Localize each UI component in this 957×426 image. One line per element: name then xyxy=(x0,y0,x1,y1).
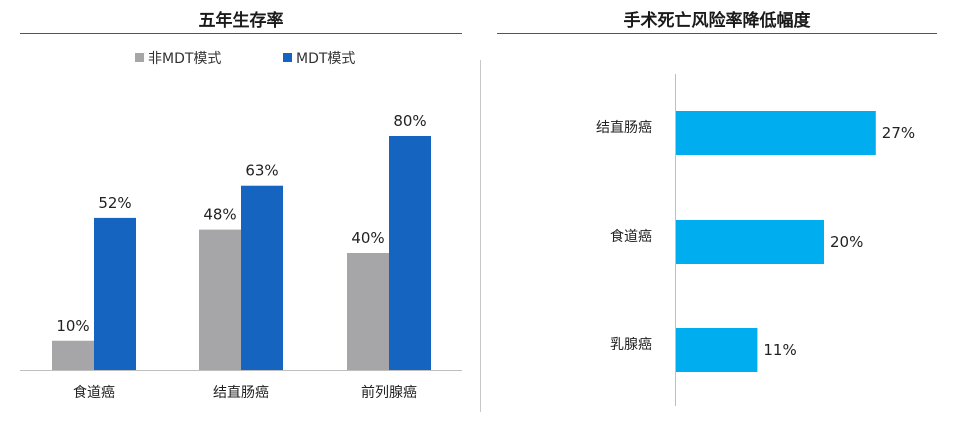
y-tick-label-1: 食道癌 xyxy=(610,228,652,245)
x-tick-label-2: 前列腺癌 xyxy=(361,384,417,401)
left-title-rule xyxy=(20,33,462,34)
hbar-data-label-2: 11% xyxy=(763,341,796,359)
bar-non-mdt-2 xyxy=(347,253,389,370)
hbar-1 xyxy=(676,220,824,264)
x-tick-label-0: 食道癌 xyxy=(73,384,115,401)
bar-non-mdt-0 xyxy=(52,340,94,370)
bar-non-mdt-1 xyxy=(199,229,241,370)
y-tick-label-2: 乳腺癌 xyxy=(610,337,652,353)
bar-mdt-1 xyxy=(241,185,283,370)
x-tick-label-1: 结直肠癌 xyxy=(213,384,269,401)
legend-swatch-non-mdt xyxy=(135,53,144,62)
hbar-data-label-0: 27% xyxy=(882,124,915,142)
hbar-0 xyxy=(676,111,876,155)
data-label-mdt-2: 80% xyxy=(393,112,426,130)
right-title-rule xyxy=(497,33,937,34)
bar-mdt-2 xyxy=(389,136,431,370)
left-chart-title: 五年生存率 xyxy=(198,11,284,31)
legend-label-mdt: MDT模式 xyxy=(296,51,355,67)
data-label-non-mdt-2: 40% xyxy=(351,229,384,247)
data-label-mdt-0: 52% xyxy=(98,194,131,212)
hbar-2 xyxy=(676,328,758,372)
data-label-non-mdt-1: 48% xyxy=(203,206,236,224)
bar-mdt-0 xyxy=(94,217,136,370)
hbar-data-label-1: 20% xyxy=(830,233,863,251)
data-label-mdt-1: 63% xyxy=(245,162,278,180)
legend-swatch-mdt xyxy=(283,53,292,62)
right-chart-title: 手术死亡风险率降低幅度 xyxy=(623,11,811,31)
y-tick-label-0: 结直肠癌 xyxy=(596,119,652,136)
data-label-non-mdt-0: 10% xyxy=(56,317,89,335)
legend-label-non-mdt: 非MDT模式 xyxy=(148,51,221,67)
